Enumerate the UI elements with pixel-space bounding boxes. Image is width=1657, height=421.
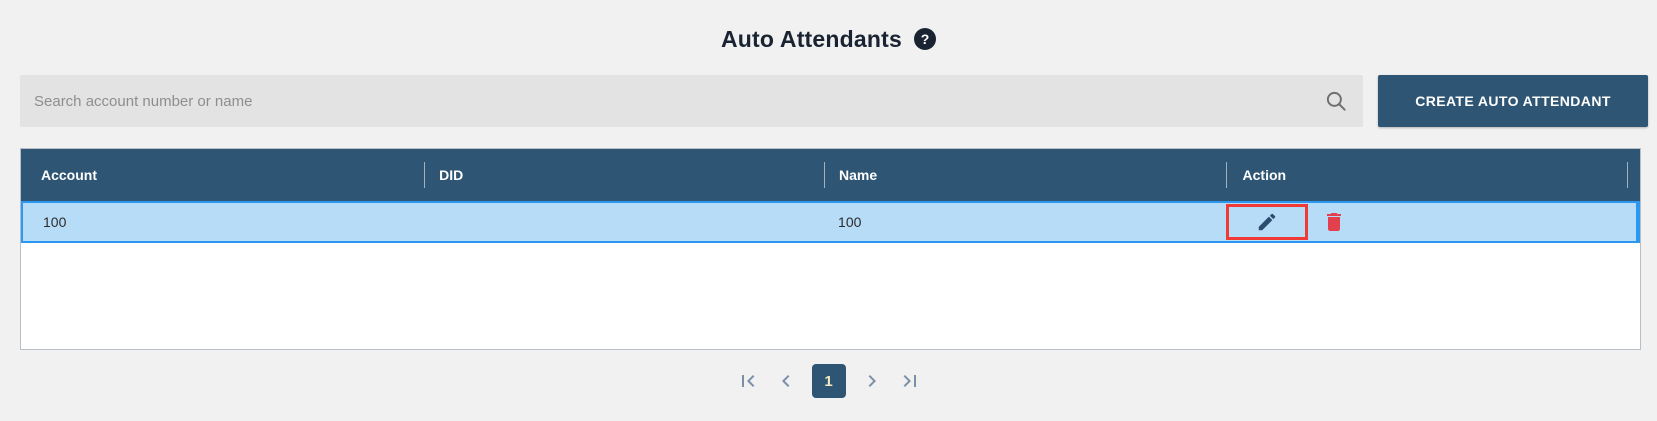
column-header-label: DID	[439, 167, 464, 183]
help-icon[interactable]: ?	[914, 28, 936, 50]
search-icon[interactable]	[1323, 88, 1349, 114]
create-auto-attendant-button[interactable]: CREATE AUTO ATTENDANT	[1378, 75, 1648, 127]
column-divider	[1627, 162, 1629, 188]
edit-button[interactable]	[1254, 209, 1280, 235]
account-value: 100	[43, 214, 67, 230]
header-scroll-gutter	[1627, 149, 1640, 201]
annotation-highlight-box	[1226, 204, 1309, 240]
cell-action	[1223, 203, 1623, 241]
column-header-action: Action	[1225, 149, 1628, 201]
last-page-icon	[898, 369, 922, 393]
table-empty-area	[21, 243, 1640, 349]
cell-name: 100	[823, 203, 1223, 241]
edit-pencil-icon	[1256, 211, 1278, 233]
page-title: Auto Attendants	[720, 25, 902, 52]
table-header-row: Account DID Name Action	[21, 149, 1640, 201]
name-value: 100	[838, 214, 862, 230]
search-input[interactable]	[34, 92, 1323, 110]
row-scroll-gutter	[1623, 203, 1636, 241]
chevron-left-icon	[774, 369, 798, 393]
previous-page-button[interactable]	[774, 369, 798, 393]
last-page-button[interactable]	[898, 369, 922, 393]
cell-did	[425, 203, 823, 241]
first-page-icon	[736, 369, 760, 393]
delete-button[interactable]	[1320, 208, 1348, 236]
column-header-label: Action	[1242, 167, 1287, 183]
column-header-account: Account	[21, 149, 424, 201]
title-bar: Auto Attendants ?	[0, 0, 1657, 70]
auto-attendants-table: Account DID Name Action 100 100	[20, 148, 1641, 350]
column-header-name: Name	[824, 149, 1226, 201]
next-page-button[interactable]	[860, 369, 884, 393]
column-divider	[1225, 162, 1227, 188]
cell-account: 100	[23, 203, 425, 241]
current-page-button[interactable]: 1	[811, 364, 846, 398]
column-divider	[424, 162, 426, 188]
toolbar: CREATE AUTO ATTENDANT	[20, 75, 1648, 127]
column-header-did: DID	[424, 149, 824, 201]
column-divider	[824, 162, 826, 188]
column-header-label: Account	[41, 167, 97, 183]
column-header-label: Name	[839, 167, 878, 183]
search-field[interactable]	[20, 75, 1363, 127]
table-row[interactable]: 100 100	[21, 201, 1640, 243]
trash-icon	[1322, 210, 1346, 234]
chevron-right-icon	[860, 369, 884, 393]
pagination: 1	[0, 364, 1657, 398]
first-page-button[interactable]	[736, 369, 760, 393]
